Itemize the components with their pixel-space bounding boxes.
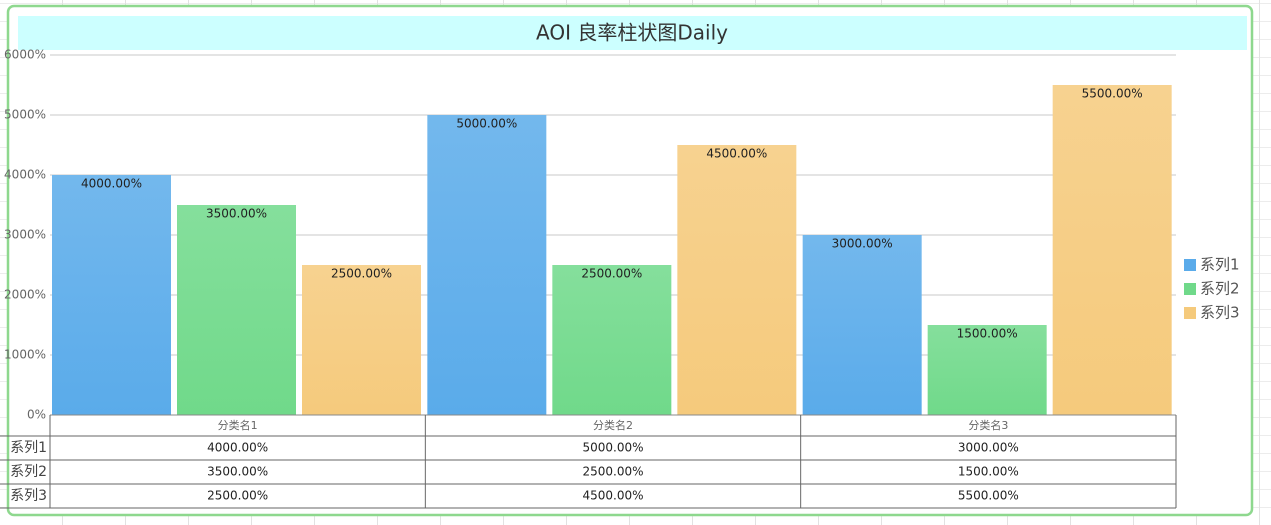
title-band: [18, 16, 1247, 50]
y-tick-label: 3000%: [4, 228, 46, 242]
data-label: 5000.00%: [456, 117, 517, 131]
data-label: 2500.00%: [581, 267, 642, 281]
bar: [677, 145, 797, 415]
table-cell: 1500.00%: [958, 465, 1019, 479]
table-row-header: 系列2: [10, 464, 47, 480]
legend-swatch: [1184, 307, 1196, 319]
x-tick-label: 分类名1: [218, 418, 258, 432]
y-tick-label: 5000%: [4, 108, 46, 122]
table-cell: 3000.00%: [958, 441, 1019, 455]
y-tick-label: 1000%: [4, 348, 46, 362]
y-tick-label: 4000%: [4, 168, 46, 182]
legend-swatch: [1184, 283, 1196, 295]
chart-title: AOI 良率柱状图Daily: [536, 21, 728, 45]
bar: [302, 265, 421, 415]
y-tick-label: 2000%: [4, 288, 46, 302]
bar: [552, 265, 672, 415]
data-label: 3500.00%: [206, 207, 267, 221]
table-cell: 4000.00%: [207, 441, 268, 455]
data-label: 2500.00%: [331, 267, 392, 281]
table-cell: 5500.00%: [958, 489, 1019, 503]
table-row-header: 系列1: [10, 440, 47, 456]
legend-label: 系列2: [1200, 280, 1240, 298]
bar: [52, 175, 171, 415]
data-label: 4000.00%: [81, 177, 142, 191]
x-tick-label: 分类名2: [593, 418, 633, 432]
data-label: 1500.00%: [957, 327, 1018, 341]
bar: [927, 325, 1047, 415]
x-tick-label: 分类名3: [968, 418, 1008, 432]
bar: [427, 115, 547, 415]
table-cell: 5000.00%: [582, 441, 643, 455]
data-label: 4500.00%: [706, 147, 767, 161]
table-cell: 4500.00%: [582, 489, 643, 503]
legend-label: 系列1: [1200, 256, 1240, 274]
bar: [1052, 85, 1172, 415]
bar: [802, 235, 922, 415]
y-tick-label: 6000%: [4, 48, 46, 62]
table-cell: 3500.00%: [207, 465, 268, 479]
table-row-header: 系列3: [10, 488, 47, 504]
data-label: 5500.00%: [1082, 87, 1143, 101]
table-cell: 2500.00%: [207, 489, 268, 503]
data-label: 3000.00%: [832, 237, 893, 251]
bar: [177, 205, 296, 415]
y-tick-label: 0%: [27, 408, 46, 422]
legend-swatch: [1184, 259, 1196, 271]
legend-label: 系列3: [1200, 304, 1240, 322]
table-cell: 2500.00%: [582, 465, 643, 479]
